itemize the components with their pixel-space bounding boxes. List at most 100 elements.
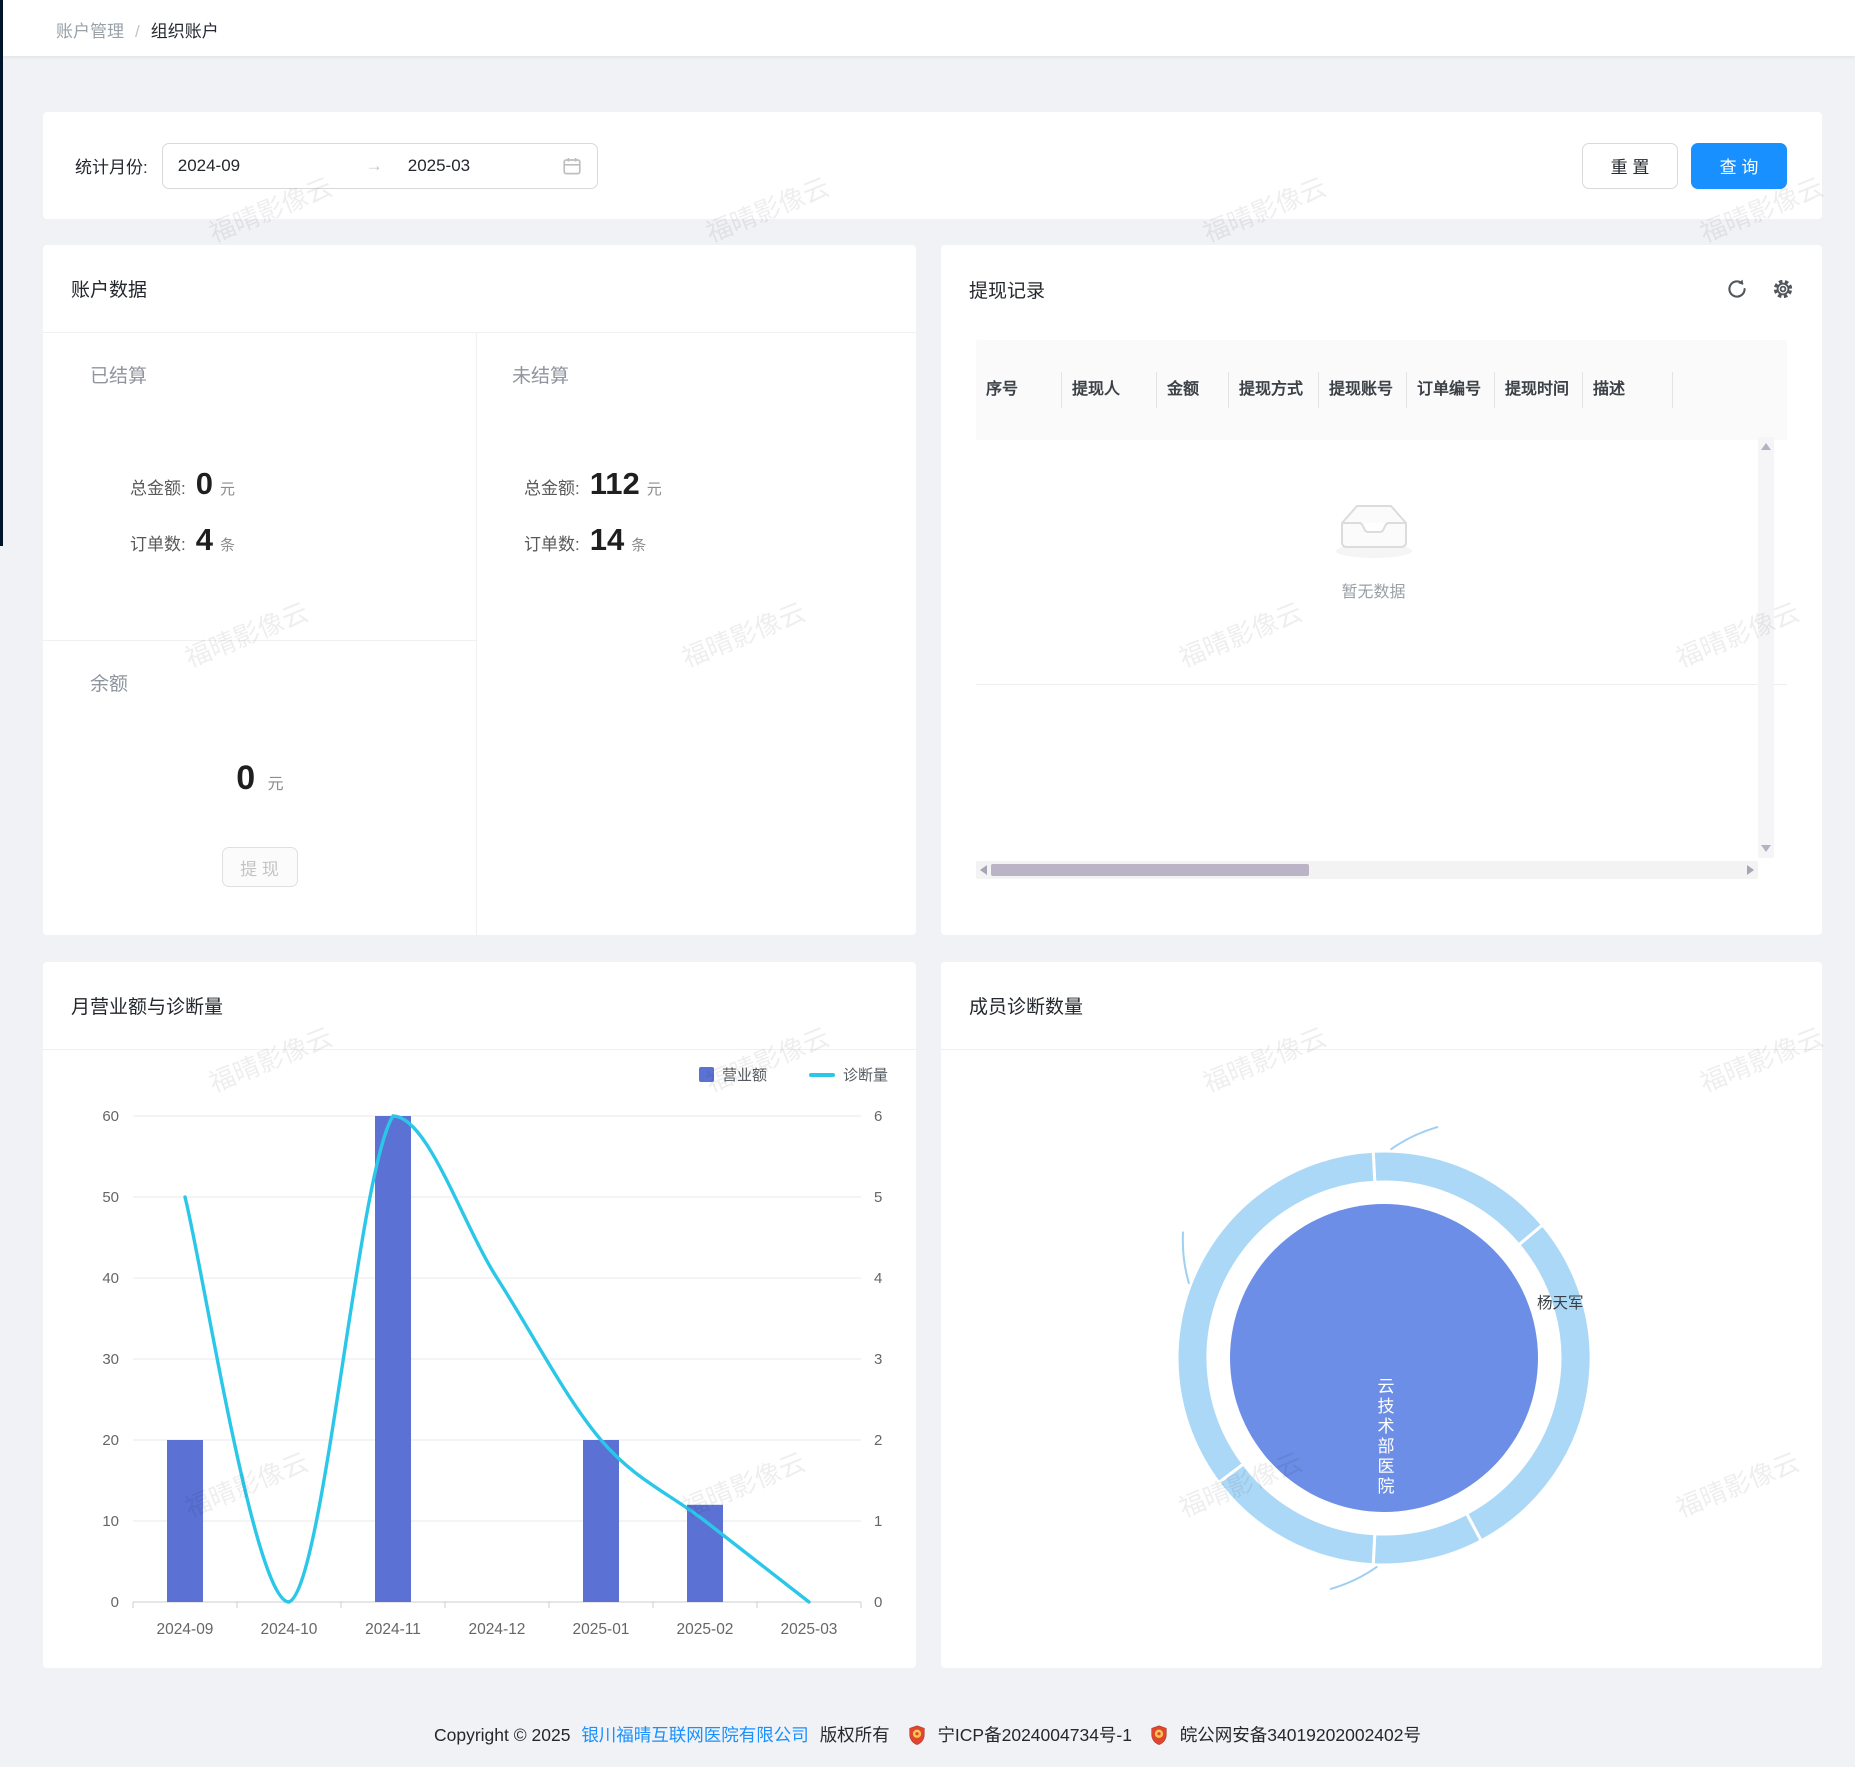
svg-text:2024-09: 2024-09 <box>157 1621 214 1638</box>
revenue-chart-card: 月营业额与诊断量 营业额 诊断量 0 0 10 1 20 2 30 3 40 4 50 5 60 6 202… <box>43 962 916 1668</box>
withdraw-button[interactable]: 提 现 <box>221 847 298 887</box>
revenue-chart-body: 营业额 诊断量 0 0 10 1 20 2 30 3 40 4 50 5 60 6 2024-09 2024-… <box>43 1050 916 1668</box>
members-chart-card: 成员诊断数量 杨天军 云技术部医院 <box>941 962 1822 1668</box>
account-data-card: 账户数据 已结算 总金额: 0 元 订单数: 4 条 <box>43 245 916 935</box>
balance-value: 0 <box>236 759 256 797</box>
balance-section: 余额 0 元 提 现 <box>43 641 476 935</box>
table-bottom-border <box>976 684 1787 685</box>
unsettled-orders-value: 14 <box>589 522 625 557</box>
breadcrumb-item-account-management[interactable]: 账户管理 <box>56 22 124 41</box>
horizontal-scrollbar[interactable] <box>976 861 1758 879</box>
sunburst-chart: 杨天军 <box>941 1050 1822 1673</box>
members-chart-title: 成员诊断数量 <box>969 997 1084 1018</box>
police-filing-link[interactable]: 皖公网安备34019202002402号 <box>1179 1725 1422 1745</box>
balance-unit: 元 <box>267 776 284 793</box>
settled-amount-value: 0 <box>195 466 213 501</box>
topbar: 账户管理 / 组织账户 <box>0 0 1855 56</box>
swap-right-icon: → <box>365 155 383 175</box>
column-header-3: 金额 <box>1157 378 1229 401</box>
footer: Copyright © 2025 银川福晴互联网医院有限公司 版权所有 宁ICP… <box>0 1722 1855 1750</box>
svg-text:2: 2 <box>874 1432 882 1449</box>
settled-orders-label: 订单数: <box>130 535 186 554</box>
svg-text:2025-01: 2025-01 <box>573 1621 630 1638</box>
svg-text:4: 4 <box>874 1270 882 1287</box>
scroll-down-icon[interactable] <box>1761 845 1771 852</box>
query-button[interactable]: 查 询 <box>1691 142 1787 189</box>
unsettled-label: 未结算 <box>512 366 570 387</box>
svg-text:1: 1 <box>874 1513 882 1530</box>
range-start-value[interactable]: 2024-09 <box>177 155 241 175</box>
refresh-icon[interactable] <box>1726 278 1748 300</box>
empty-state: 暂无数据 <box>976 495 1771 602</box>
settled-orders-unit: 条 <box>219 537 235 554</box>
svg-text:2025-02: 2025-02 <box>677 1621 734 1638</box>
column-header-2: 提现人 <box>1062 378 1157 401</box>
column-header-5: 提现账号 <box>1319 378 1407 401</box>
settled-amount-label: 总金额: <box>130 479 186 498</box>
withdraw-records-title: 提现记录 <box>969 280 1046 302</box>
unsettled-section: 未结算 总金额: 112 元 订单数: 14 条 <box>477 333 916 935</box>
account-data-body: 已结算 总金额: 0 元 订单数: 4 条 余额 <box>43 333 916 935</box>
bar-series <box>167 1116 723 1602</box>
svg-text:20: 20 <box>102 1432 119 1449</box>
filter-card: 统计月份: 2024-09 → 2025-03 重 置 查 询 <box>43 112 1822 219</box>
settled-label: 已结算 <box>90 366 148 387</box>
legend-item-diagnosis[interactable]: 诊断量 <box>808 1064 888 1085</box>
svg-text:2024-12: 2024-12 <box>469 1621 526 1638</box>
settled-orders-value: 4 <box>195 522 213 557</box>
revenue-chart-title: 月营业额与诊断量 <box>71 997 224 1018</box>
settings-gear-icon[interactable] <box>1772 278 1794 300</box>
police-badge-icon-2 <box>1150 1725 1173 1749</box>
svg-text:2024-10: 2024-10 <box>261 1621 318 1638</box>
svg-text:6: 6 <box>874 1108 882 1125</box>
svg-text:0: 0 <box>111 1594 119 1611</box>
legend-label-diagnosis: 诊断量 <box>842 1067 888 1084</box>
icp-link[interactable]: 宁ICP备2024004734号-1 <box>937 1725 1132 1745</box>
svg-text:30: 30 <box>102 1351 119 1368</box>
svg-text:2025-03: 2025-03 <box>781 1621 838 1638</box>
copyright-text: Copyright © 2025 <box>433 1725 571 1745</box>
svg-text:3: 3 <box>874 1351 882 1368</box>
svg-text:50: 50 <box>102 1189 119 1206</box>
scroll-up-icon[interactable] <box>1761 443 1771 450</box>
legend-label-revenue: 营业额 <box>721 1067 767 1084</box>
collapsed-sidebar-edge <box>0 0 3 546</box>
reset-button[interactable]: 重 置 <box>1582 142 1678 189</box>
scroll-left-icon[interactable] <box>980 865 987 875</box>
balance-label: 余额 <box>90 674 129 695</box>
vertical-scrollbar[interactable] <box>1758 437 1774 858</box>
svg-text:5: 5 <box>874 1189 882 1206</box>
stat-month-label: 统计月份: <box>75 158 148 177</box>
column-header-6: 订单编号 <box>1407 378 1495 401</box>
unsettled-orders-label: 订单数: <box>524 535 580 554</box>
line-series <box>183 1114 811 1604</box>
empty-text: 暂无数据 <box>1341 584 1406 601</box>
bar-series-swatch-icon <box>698 1067 714 1082</box>
sunburst-segment-label: 杨天军 <box>1537 1294 1584 1312</box>
account-data-title: 账户数据 <box>71 280 148 301</box>
unsettled-amount-label: 总金额: <box>524 479 580 498</box>
company-link[interactable]: 银川福晴互联网医院有限公司 <box>581 1725 809 1745</box>
chart-legend: 营业额 诊断量 <box>698 1064 888 1085</box>
svg-text:2024-11: 2024-11 <box>365 1621 421 1638</box>
legend-item-revenue[interactable]: 营业额 <box>698 1064 767 1085</box>
withdraw-table-header: 序号 提现人 金额 提现方式 提现账号 订单编号 提现时间 描述 <box>976 340 1787 440</box>
breadcrumb: 账户管理 / 组织账户 <box>56 17 219 42</box>
column-header-7: 提现时间 <box>1495 378 1583 401</box>
line-series-swatch-icon <box>808 1072 835 1077</box>
unsettled-orders-unit: 条 <box>631 537 647 554</box>
range-end-value[interactable]: 2025-03 <box>407 155 471 175</box>
scroll-right-icon[interactable] <box>1747 865 1754 875</box>
month-range-picker[interactable]: 2024-09 → 2025-03 <box>161 142 598 189</box>
svg-text:10: 10 <box>102 1513 119 1530</box>
horizontal-scroll-thumb[interactable] <box>991 864 1309 876</box>
column-header-8: 描述 <box>1583 378 1673 401</box>
breadcrumb-separator: / <box>135 22 140 41</box>
unsettled-amount-value: 112 <box>589 466 640 501</box>
police-badge-icon <box>908 1725 931 1749</box>
rights-text: 版权所有 <box>819 1725 890 1745</box>
withdraw-records-card: 提现记录 序号 提现人 金额 提现方式 提现账号 订单编号 提现时间 描述 暂无数据 <box>941 245 1822 935</box>
column-header-1: 序号 <box>976 378 1062 401</box>
sunburst-inner-label: 云技术部医院 <box>1374 1377 1394 1497</box>
settled-amount-unit: 元 <box>219 481 235 498</box>
